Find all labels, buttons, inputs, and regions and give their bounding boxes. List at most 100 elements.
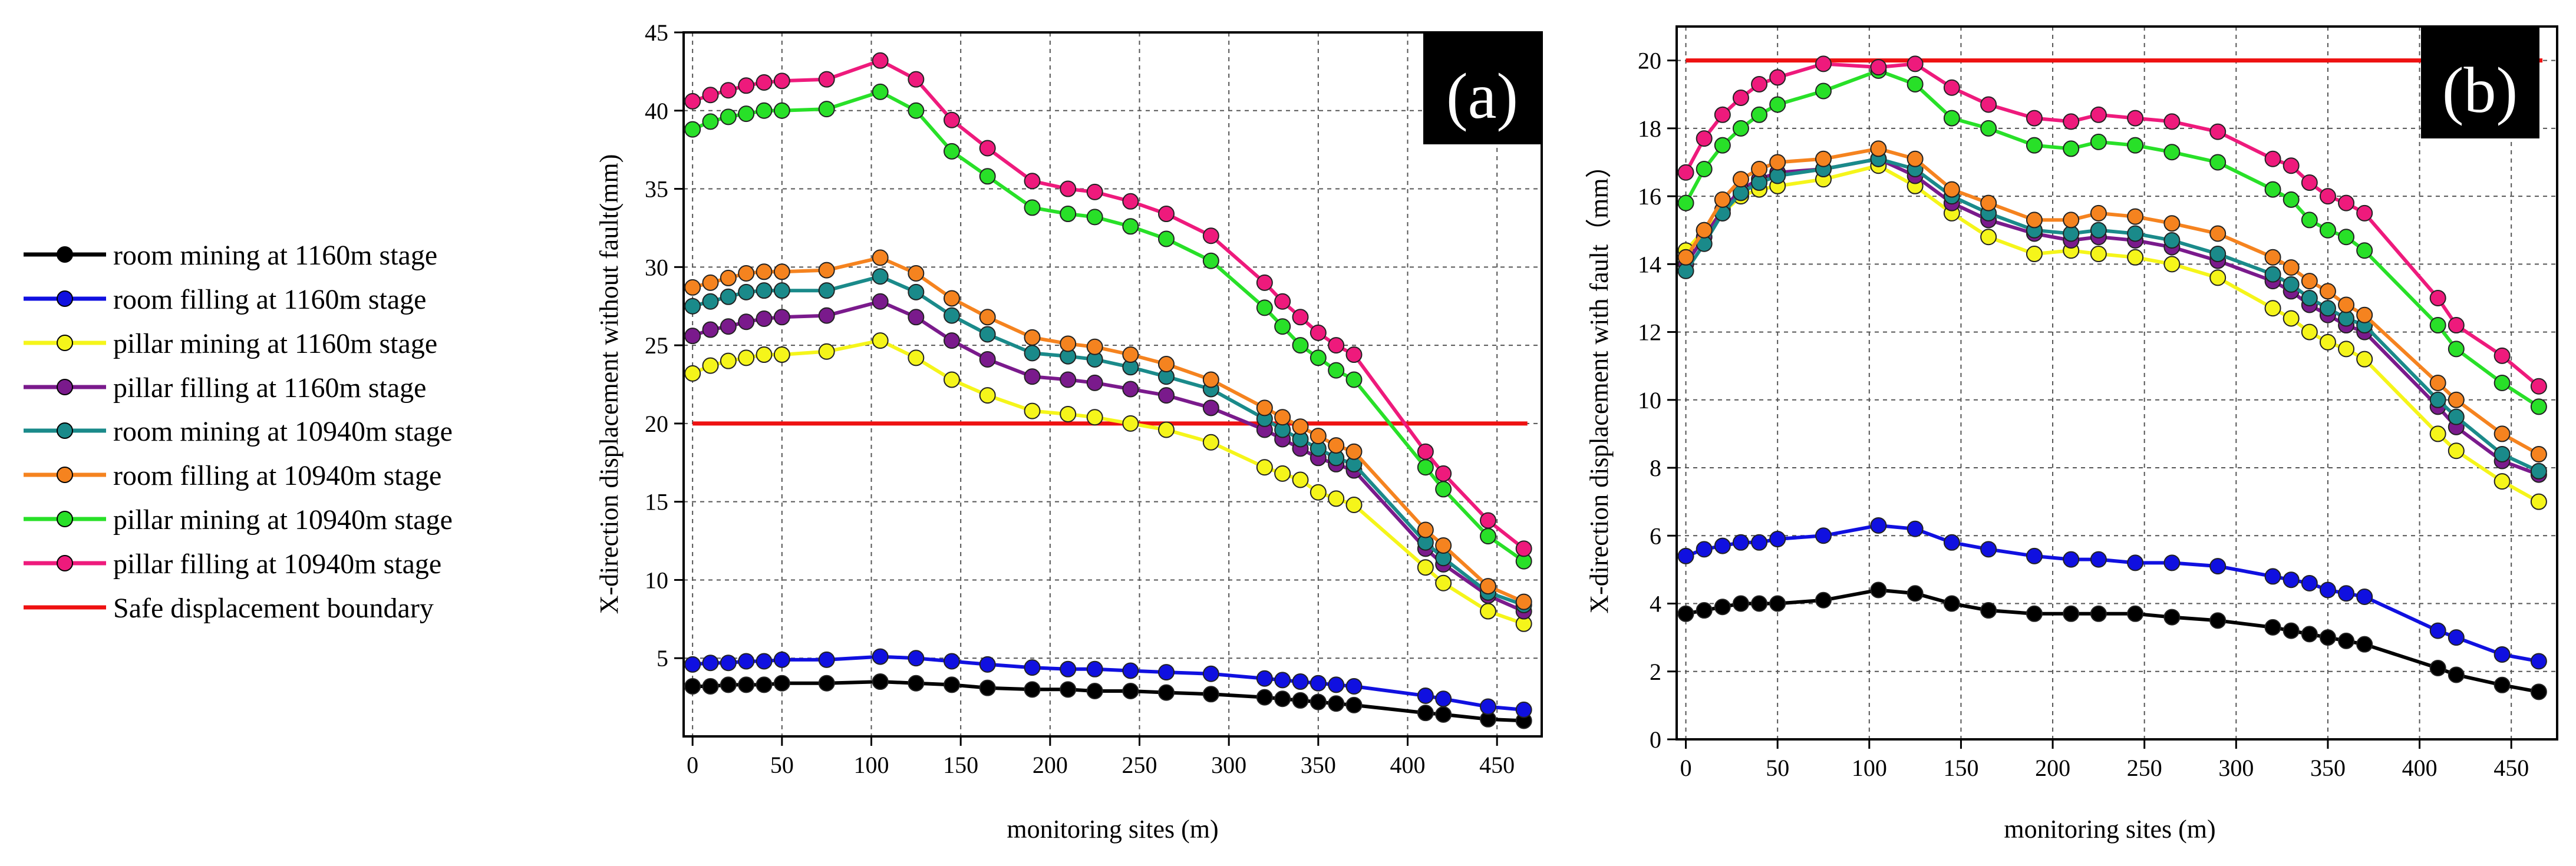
legend-marker <box>57 335 73 351</box>
data-point <box>1158 230 1175 247</box>
data-point <box>2338 229 2355 246</box>
data-point <box>702 87 719 104</box>
legend-entry: room filling at 10940m stage <box>24 460 441 491</box>
data-point <box>2063 605 2080 622</box>
data-point <box>2530 493 2547 510</box>
data-point <box>1328 337 1345 354</box>
data-point <box>1870 581 1887 599</box>
data-point <box>756 346 773 363</box>
data-point <box>1274 409 1291 426</box>
data-point <box>2301 211 2318 229</box>
x-tick-label: 250 <box>2127 755 2162 781</box>
series-line <box>692 256 1525 604</box>
data-point <box>1515 701 1532 718</box>
data-point <box>2283 622 2300 639</box>
data-point <box>2283 276 2300 293</box>
data-point <box>2338 632 2355 649</box>
y-tick-label: 2 <box>1650 659 1661 685</box>
data-point <box>720 352 737 369</box>
data-point <box>1292 673 1309 690</box>
legend-entry: pillar filling at 1160m stage <box>24 372 426 404</box>
x-tick-label: 250 <box>1122 752 1157 778</box>
data-point <box>2448 442 2465 460</box>
data-point <box>1256 670 1273 687</box>
legend-entry: room mining at 1160m stage <box>24 240 437 271</box>
series-1 <box>1677 581 2547 700</box>
data-point <box>720 82 737 99</box>
y-tick-label: 5 <box>657 645 668 672</box>
data-point <box>2338 194 2355 211</box>
data-point <box>1158 664 1175 681</box>
data-point <box>2356 242 2373 259</box>
y-tick-label: 45 <box>645 19 668 46</box>
data-point <box>1870 59 1887 76</box>
data-point <box>1158 206 1175 223</box>
data-point <box>1870 140 1887 157</box>
legend-entry: room mining at 10940m stage <box>24 416 453 447</box>
data-point <box>2338 296 2355 313</box>
data-point <box>2163 144 2181 161</box>
data-point <box>1435 481 1452 498</box>
data-point <box>684 656 701 673</box>
data-point <box>1417 443 1434 460</box>
data-point <box>2448 629 2465 646</box>
series-2 <box>1677 517 2547 670</box>
data-point <box>702 293 719 310</box>
data-point <box>979 679 996 696</box>
y-tick-label: 10 <box>645 567 668 593</box>
data-point <box>1202 686 1219 703</box>
x-tick-label: 450 <box>2493 755 2529 781</box>
data-point <box>2493 473 2511 490</box>
x-tick-label: 50 <box>1766 755 1789 781</box>
data-point <box>756 310 773 327</box>
data-point <box>908 349 925 366</box>
y-tick-label: 0 <box>1650 726 1661 753</box>
data-point <box>1714 191 1731 208</box>
data-point <box>2209 123 2227 140</box>
legend-entry: Safe displacement boundary <box>24 593 434 624</box>
data-point <box>2493 425 2511 442</box>
x-tick-label: 0 <box>1680 755 1692 781</box>
series-line <box>1685 524 2539 663</box>
data-point <box>1024 402 1041 419</box>
data-point <box>908 102 925 119</box>
y-tick-label: 25 <box>645 332 668 359</box>
data-point <box>1480 512 1496 529</box>
data-point <box>2264 150 2281 167</box>
data-point <box>2163 609 2181 626</box>
data-point <box>872 249 889 266</box>
data-point <box>1769 96 1786 113</box>
data-point <box>773 282 790 299</box>
series-4 <box>684 293 1532 620</box>
legend-label: room filling at 10940m stage <box>113 460 441 491</box>
data-point <box>872 293 889 310</box>
data-point <box>944 332 960 349</box>
data-point <box>2356 589 2373 605</box>
data-point <box>1202 665 1219 682</box>
data-point <box>1310 349 1327 366</box>
data-point <box>1345 346 1363 363</box>
data-point <box>1086 209 1103 226</box>
data-point <box>2493 676 2511 693</box>
data-point <box>2127 554 2144 571</box>
data-point <box>2429 317 2446 334</box>
panel-label: (a) <box>1446 60 1518 132</box>
data-point <box>2448 317 2465 334</box>
data-point <box>1480 528 1496 545</box>
data-point <box>1122 662 1139 679</box>
data-point <box>1060 180 1077 197</box>
data-point <box>1696 222 1713 239</box>
data-point <box>1417 459 1434 476</box>
data-point <box>1024 368 1041 385</box>
data-point <box>1815 82 1832 100</box>
data-point <box>1769 154 1786 171</box>
x-tick-label: 400 <box>2402 755 2438 781</box>
data-point <box>773 102 790 119</box>
data-point <box>979 387 996 404</box>
legend-marker <box>57 422 73 439</box>
data-point <box>1345 696 1363 713</box>
data-point <box>756 676 773 693</box>
series-line <box>1684 157 2540 473</box>
data-point <box>2493 375 2511 391</box>
data-point <box>2283 571 2300 589</box>
